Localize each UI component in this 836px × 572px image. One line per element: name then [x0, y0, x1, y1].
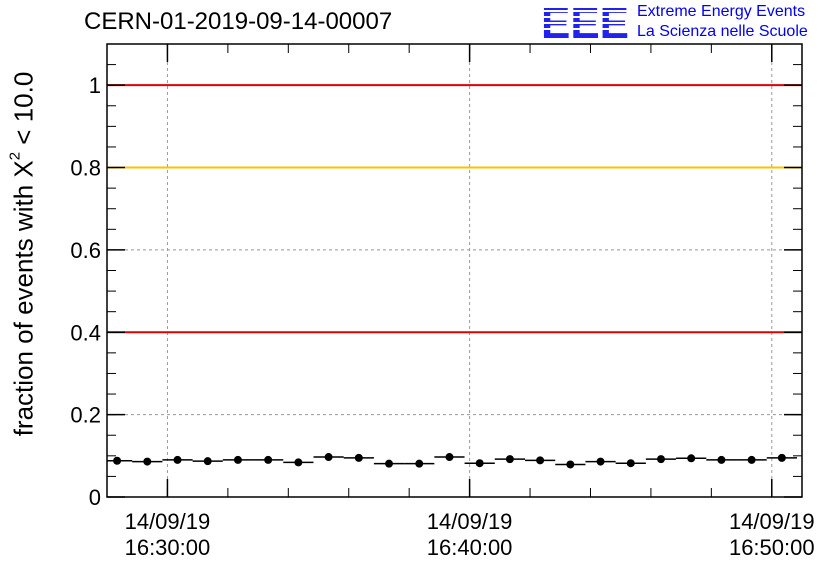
data-point: [294, 458, 303, 467]
data-point: [173, 455, 182, 464]
data-point: [596, 457, 605, 466]
data-point: [233, 455, 242, 464]
data-point: [354, 453, 363, 462]
data-point: [566, 460, 575, 469]
x-tick-label: 14/09/19 16:40:00: [426, 509, 513, 560]
plot-frame: [106, 43, 803, 498]
data-point: [385, 459, 394, 468]
data-point: [203, 457, 212, 466]
data-point: [264, 455, 273, 464]
data-series: [107, 453, 797, 469]
y-tick-label: 0.6: [70, 238, 101, 263]
data-point: [324, 453, 333, 462]
data-point: [415, 459, 424, 468]
data-point: [747, 455, 756, 464]
x-tick-label: 14/09/19 16:50:00: [728, 509, 815, 560]
data-point: [143, 457, 152, 466]
data-point: [113, 456, 122, 465]
x-tick-label: 14/09/19 16:30:00: [124, 509, 211, 560]
y-tick-label: 1: [89, 73, 101, 98]
data-point: [656, 455, 665, 464]
chart-title: CERN-01-2019-09-14-00007: [84, 8, 393, 35]
data-point: [687, 454, 696, 463]
data-point: [717, 455, 726, 464]
data-point: [626, 459, 635, 468]
reference-lines: [107, 84, 802, 334]
data-point: [445, 453, 454, 462]
logo-subtitle-line2: La Scienza nelle Scuole: [637, 23, 808, 40]
y-tick-label: 0.8: [70, 156, 101, 181]
data-point: [475, 459, 484, 468]
data-point: [536, 456, 545, 465]
data-point: [505, 455, 514, 464]
eee-logo: EEE: [541, 0, 629, 44]
data-point: [777, 453, 786, 462]
logo-subtitle-line1: Extreme Energy Events: [637, 3, 806, 20]
y-tick-label: 0: [89, 485, 101, 510]
y-tick-label: 0.2: [70, 403, 101, 428]
axis-ticks: 0 0.2 0.4 0.6 0.8 1: [70, 43, 802, 510]
y-tick-label: 0.4: [70, 320, 101, 345]
grid-layer: [107, 44, 802, 497]
